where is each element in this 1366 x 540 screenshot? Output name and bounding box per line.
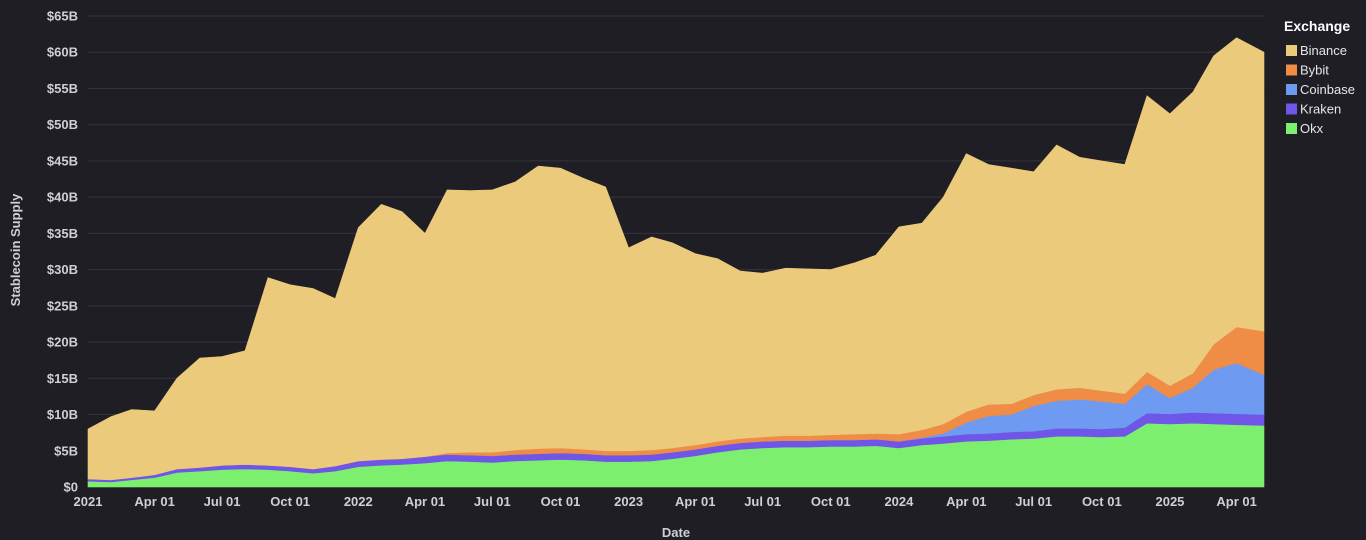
x-tick-label: Jul 01: [204, 494, 241, 509]
x-tick-label: 2024: [884, 494, 914, 509]
y-tick-label: $20B: [47, 335, 78, 350]
legend-label-kraken: Kraken: [1300, 102, 1341, 117]
area-binance: [87, 37, 1265, 481]
y-axis-ticks: $0 $5B $10B $15B $20B $25B $30B $35B $40B $45B $50…: [47, 9, 78, 495]
x-tick-label: Apr 01: [405, 494, 445, 509]
x-tick-label: Jul 01: [474, 494, 511, 509]
y-tick-label: $10B: [47, 407, 78, 422]
x-tick-label: Jul 01: [744, 494, 781, 509]
legend-swatch-bybit: [1286, 64, 1297, 76]
y-tick-label: $5B: [54, 443, 78, 458]
x-tick-label: 2022: [344, 494, 373, 509]
x-tick-label: 2023: [614, 494, 643, 509]
x-axis-title: Date: [662, 525, 690, 540]
legend-swatch-okx: [1286, 123, 1297, 134]
x-tick-label: Apr 01: [946, 494, 986, 509]
legend: Exchange Binance Bybit Coinbase Kraken Okx: [1284, 18, 1355, 136]
legend-label-bybit: Bybit: [1300, 63, 1329, 78]
x-tick-label: Oct 01: [270, 494, 310, 509]
x-tick-label: 2021: [74, 494, 103, 509]
y-axis-title: Stablecoin Supply: [8, 193, 23, 306]
x-tick-label: Jul 01: [1015, 494, 1052, 509]
x-axis-ticks: 2021 Apr 01 Jul 01 Oct 01 2022 Apr 01 Jul 01 Oc…: [74, 494, 1257, 509]
x-tick-label: Apr 01: [675, 494, 715, 509]
y-tick-label: $55B: [47, 81, 78, 96]
stacked-areas: [87, 37, 1265, 488]
x-tick-label: Oct 01: [541, 494, 581, 509]
x-tick-label: Oct 01: [811, 494, 851, 509]
y-tick-label: $30B: [47, 262, 78, 277]
y-tick-label: $50B: [47, 117, 78, 132]
x-tick-label: Apr 01: [134, 494, 174, 509]
y-tick-label: $35B: [47, 226, 78, 241]
y-tick-label: $60B: [47, 45, 78, 60]
y-tick-label: $65B: [47, 9, 78, 24]
y-tick-label: $40B: [47, 190, 78, 205]
legend-label-coinbase: Coinbase: [1300, 82, 1355, 97]
x-tick-label: Oct 01: [1082, 494, 1122, 509]
legend-swatch-coinbase: [1286, 84, 1297, 95]
x-tick-label: 2025: [1155, 494, 1184, 509]
y-tick-label: $15B: [47, 371, 78, 386]
y-tick-label: $25B: [47, 298, 78, 313]
legend-label-binance: Binance: [1300, 43, 1347, 58]
y-tick-label: $0: [64, 480, 78, 495]
x-tick-label: Apr 01: [1216, 494, 1256, 509]
legend-swatch-kraken: [1286, 103, 1297, 115]
legend-title: Exchange: [1284, 18, 1350, 34]
legend-label-okx: Okx: [1300, 121, 1324, 136]
legend-swatch-binance: [1286, 45, 1297, 56]
y-tick-label: $45B: [47, 153, 78, 168]
